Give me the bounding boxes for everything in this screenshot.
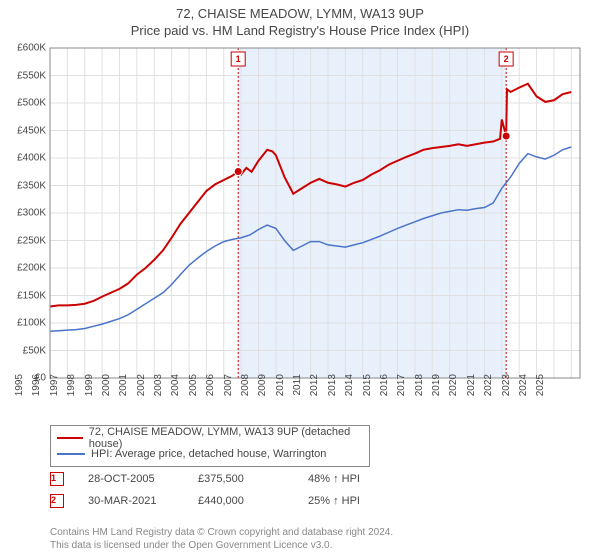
x-tick-label: 2011	[292, 374, 303, 414]
svg-text:2: 2	[504, 54, 509, 64]
sale-marker-2: 2	[50, 494, 64, 508]
sale-date-1: 28-OCT-2005	[88, 473, 198, 485]
legend-label-price: 72, CHAISE MEADOW, LYMM, WA13 9UP (detac…	[89, 426, 363, 450]
x-tick-label: 2024	[518, 374, 529, 414]
x-tick-label: 2020	[448, 374, 459, 414]
sale-marker-1: 1	[50, 472, 64, 486]
x-tick-label: 1998	[66, 374, 77, 414]
legend-swatch-hpi	[57, 453, 85, 455]
x-tick-label: 2001	[118, 374, 129, 414]
chart-container: 72, CHAISE MEADOW, LYMM, WA13 9UP Price …	[0, 0, 600, 560]
sale-price-2: £440,000	[198, 495, 308, 507]
y-tick-label: £200K	[17, 263, 46, 274]
sale-date-2: 30-MAR-2021	[88, 495, 198, 507]
y-tick-label: £350K	[17, 180, 46, 191]
y-tick-label: £300K	[17, 208, 46, 219]
x-tick-label: 2000	[101, 374, 112, 414]
legend-row-price: 72, CHAISE MEADOW, LYMM, WA13 9UP (detac…	[57, 430, 363, 446]
footer-line-1: Contains HM Land Registry data © Crown c…	[50, 526, 580, 539]
x-tick-label: 2014	[344, 374, 355, 414]
x-tick-label: 2010	[275, 374, 286, 414]
x-tick-label: 2019	[431, 374, 442, 414]
svg-text:1: 1	[236, 54, 241, 64]
x-tick-label: 2021	[466, 374, 477, 414]
x-tick-label: 2007	[223, 374, 234, 414]
x-tick-label: 2004	[170, 374, 181, 414]
x-tick-label: 1995	[14, 374, 25, 414]
y-tick-label: £150K	[17, 290, 46, 301]
sale-row-2: 2 30-MAR-2021 £440,000 25% ↑ HPI	[50, 494, 580, 508]
footer-line-2: This data is licensed under the Open Gov…	[50, 539, 580, 552]
legend-swatch-price	[57, 437, 83, 439]
x-tick-label: 1997	[49, 374, 60, 414]
x-tick-label: 2006	[205, 374, 216, 414]
x-tick-label: 2015	[362, 374, 373, 414]
x-tick-label: 2012	[309, 374, 320, 414]
x-tick-label: 2018	[414, 374, 425, 414]
y-tick-label: £500K	[17, 98, 46, 109]
y-tick-label: £550K	[17, 70, 46, 81]
legend-box: 72, CHAISE MEADOW, LYMM, WA13 9UP (detac…	[50, 425, 370, 467]
x-tick-label: 2005	[188, 374, 199, 414]
footer: Contains HM Land Registry data © Crown c…	[50, 526, 580, 552]
y-tick-label: £450K	[17, 125, 46, 136]
legend-row-hpi: HPI: Average price, detached house, Warr…	[57, 446, 363, 462]
sale-delta-2: 25% ↑ HPI	[308, 495, 360, 507]
x-tick-label: 2003	[153, 374, 164, 414]
x-tick-label: 2023	[501, 374, 512, 414]
legend-label-hpi: HPI: Average price, detached house, Warr…	[91, 448, 326, 460]
y-tick-label: £100K	[17, 318, 46, 329]
sale-delta-1: 48% ↑ HPI	[308, 473, 360, 485]
x-tick-label: 2017	[396, 374, 407, 414]
x-tick-label: 2008	[240, 374, 251, 414]
x-tick-label: 2002	[136, 374, 147, 414]
x-tick-label: 2009	[257, 374, 268, 414]
x-tick-label: 2016	[379, 374, 390, 414]
x-tick-label: 2022	[483, 374, 494, 414]
x-tick-label: 2013	[327, 374, 338, 414]
y-tick-label: £250K	[17, 235, 46, 246]
y-tick-label: £50K	[23, 345, 46, 356]
y-tick-label: £600K	[17, 43, 46, 54]
sale-row-1: 1 28-OCT-2005 £375,500 48% ↑ HPI	[50, 472, 580, 486]
x-tick-label: 1999	[84, 374, 95, 414]
sale-price-1: £375,500	[198, 473, 308, 485]
x-tick-label: 2025	[535, 374, 546, 414]
x-tick-label: 1996	[31, 374, 42, 414]
y-tick-label: £400K	[17, 153, 46, 164]
